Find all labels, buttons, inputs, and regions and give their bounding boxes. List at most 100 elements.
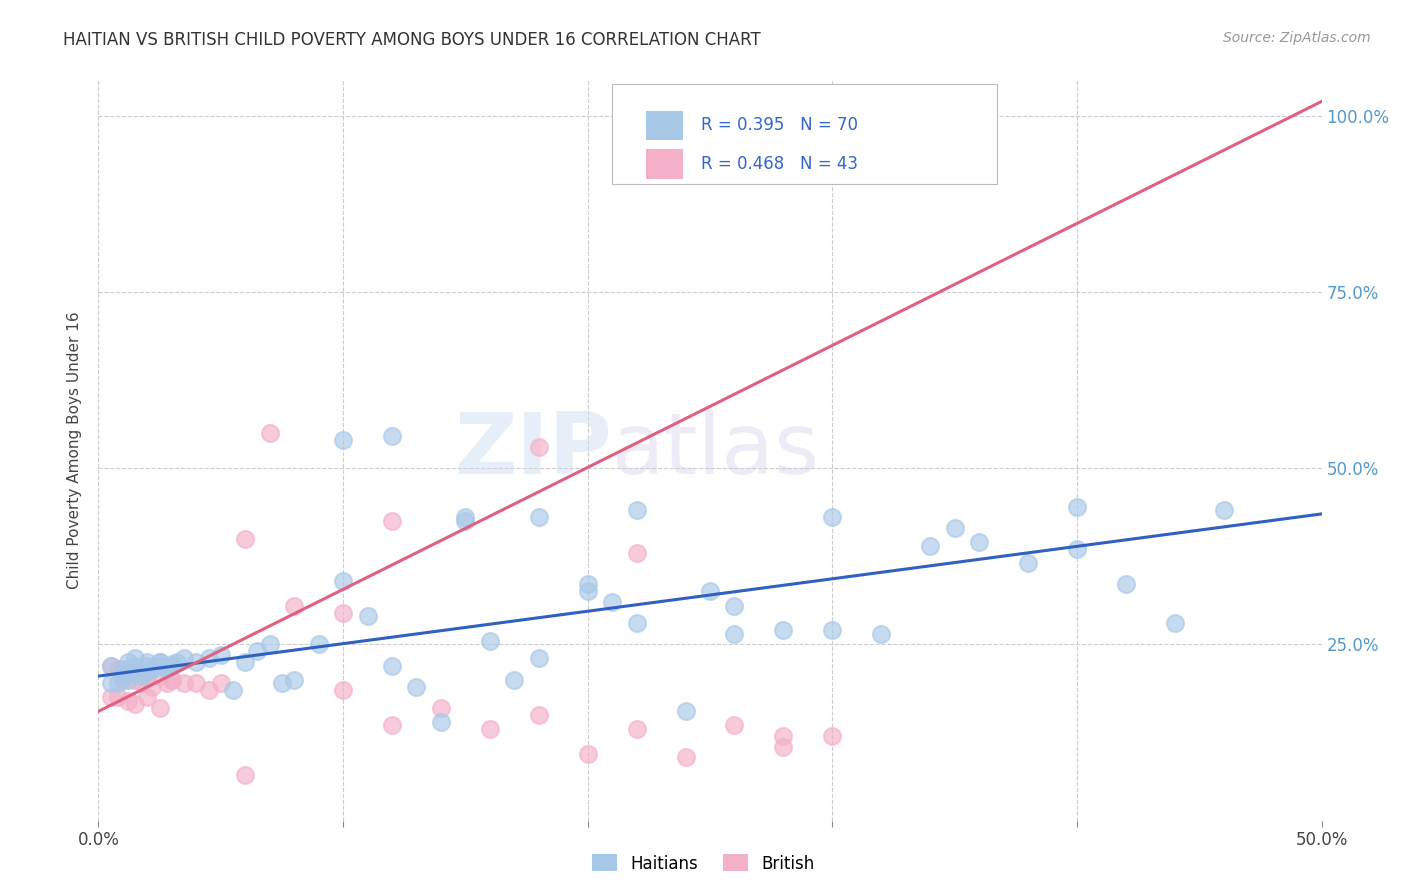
Point (1017, 556, 1039, 570)
Point (173, 651, 195, 665)
Point (197, 683, 219, 698)
Point (332, 606, 354, 620)
Point (405, 680, 427, 694)
Point (723, 627, 745, 641)
Point (173, 676, 195, 690)
Point (107, 690, 129, 705)
Text: R = 0.395   N = 70: R = 0.395 N = 70 (702, 117, 859, 135)
Point (920, 539, 942, 553)
Text: R = 0.468   N = 43: R = 0.468 N = 43 (702, 154, 859, 173)
Point (100, 690, 122, 705)
Point (117, 694, 139, 708)
Point (381, 514, 404, 528)
Point (478, 722, 501, 736)
Point (772, 739, 794, 754)
Point (454, 510, 477, 524)
Point (233, 655, 256, 669)
FancyBboxPatch shape (647, 149, 683, 178)
Point (1164, 616, 1187, 631)
Point (259, 637, 281, 651)
Point (821, 624, 844, 638)
Point (478, 633, 501, 648)
Point (1212, 503, 1234, 517)
Y-axis label: Child Poverty Among Boys Under 16: Child Poverty Among Boys Under 16 (67, 311, 83, 590)
Point (821, 510, 844, 524)
Point (149, 701, 172, 715)
Point (1066, 500, 1088, 514)
Point (332, 433, 354, 447)
Point (576, 747, 599, 761)
Point (356, 609, 378, 624)
Point (124, 651, 146, 665)
Point (124, 658, 146, 673)
Point (723, 718, 745, 732)
Point (141, 680, 163, 694)
Point (381, 718, 404, 732)
Point (967, 535, 990, 549)
Point (100, 676, 122, 690)
Point (430, 701, 453, 715)
Point (111, 662, 134, 676)
Point (821, 729, 844, 743)
Point (166, 655, 188, 669)
Point (149, 655, 172, 669)
Point (626, 616, 648, 631)
Point (527, 707, 550, 722)
Point (141, 662, 163, 676)
Text: Source: ZipAtlas.com: Source: ZipAtlas.com (1223, 31, 1371, 45)
Point (675, 750, 697, 764)
Point (283, 673, 305, 687)
Point (149, 658, 172, 673)
Point (107, 662, 129, 676)
Point (943, 521, 966, 535)
Point (149, 669, 172, 683)
Text: ZIP: ZIP (454, 409, 612, 492)
Point (626, 503, 648, 517)
Point (430, 714, 453, 729)
Point (131, 669, 153, 683)
Point (107, 676, 129, 690)
Point (160, 673, 183, 687)
Point (186, 676, 208, 690)
Point (283, 599, 305, 613)
Point (131, 676, 153, 690)
Point (131, 665, 153, 680)
Point (600, 595, 623, 609)
Point (723, 599, 745, 613)
Point (124, 673, 146, 687)
Point (111, 669, 134, 683)
FancyBboxPatch shape (612, 84, 997, 184)
Point (156, 662, 179, 676)
Point (136, 655, 159, 669)
Point (141, 662, 163, 676)
Point (943, 109, 966, 123)
Point (100, 658, 122, 673)
Point (332, 683, 354, 698)
Point (1066, 542, 1088, 557)
Point (527, 440, 550, 454)
Point (233, 768, 256, 782)
Point (270, 676, 294, 690)
Point (149, 655, 172, 669)
Point (233, 532, 256, 546)
Point (156, 660, 179, 674)
Point (156, 676, 179, 690)
Point (124, 698, 146, 712)
Point (246, 644, 269, 658)
Point (160, 658, 183, 673)
Point (209, 676, 232, 690)
Point (160, 657, 183, 672)
Point (259, 425, 281, 440)
Point (527, 651, 550, 665)
Point (117, 665, 139, 680)
Point (772, 729, 794, 743)
Point (381, 658, 404, 673)
Point (454, 514, 477, 528)
Point (136, 690, 159, 705)
Point (117, 673, 139, 687)
Point (870, 627, 893, 641)
Legend: Haitians, British: Haitians, British (585, 847, 821, 880)
Point (576, 577, 599, 591)
Point (381, 429, 404, 443)
Point (222, 683, 245, 698)
